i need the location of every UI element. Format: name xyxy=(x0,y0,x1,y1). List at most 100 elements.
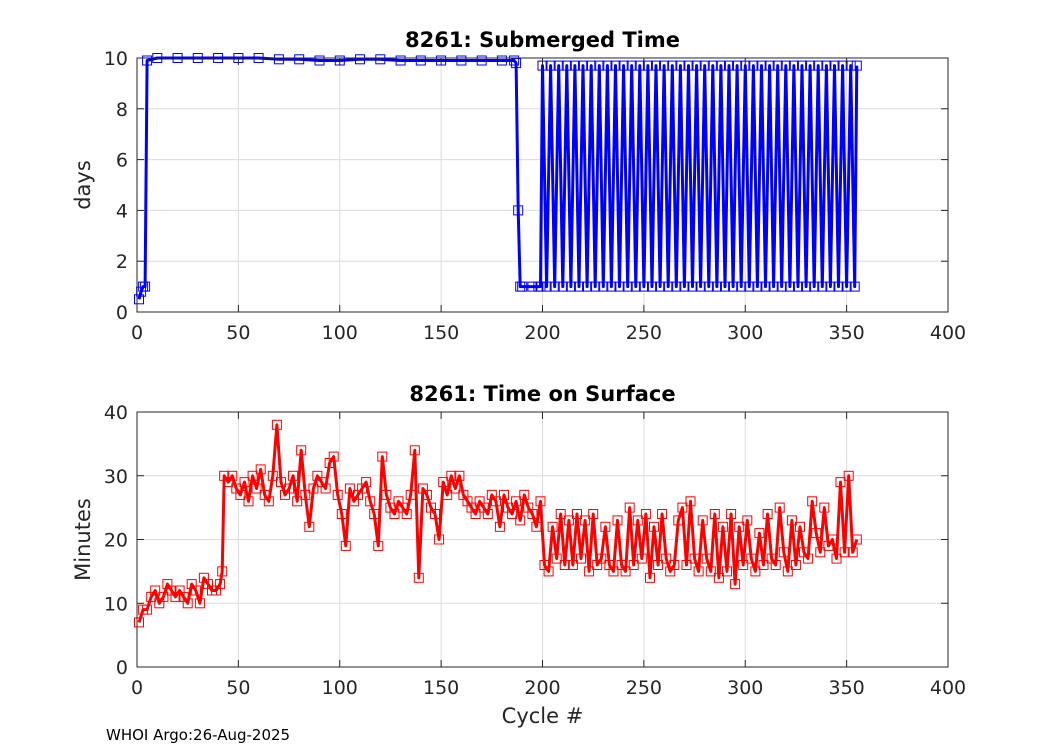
data-point xyxy=(273,54,284,65)
chart-title: 8261: Time on Surface xyxy=(409,382,675,406)
y-tick-label: 0 xyxy=(116,657,128,679)
x-tick-label: 250 xyxy=(626,677,662,699)
data-point xyxy=(756,60,767,71)
data-point xyxy=(336,509,347,519)
data-point xyxy=(267,470,278,481)
data-point xyxy=(851,60,862,71)
data-point xyxy=(722,566,732,577)
data-point xyxy=(507,509,518,519)
data-point xyxy=(642,60,653,71)
data-point xyxy=(596,553,607,564)
x-tick-label: 0 xyxy=(131,677,143,699)
data-point xyxy=(377,451,388,462)
data-point xyxy=(395,55,406,66)
data-point xyxy=(499,489,509,500)
x-tick-label: 400 xyxy=(930,322,966,344)
data-point xyxy=(805,60,816,71)
data-point xyxy=(697,515,708,526)
data-point xyxy=(647,281,657,292)
data-point xyxy=(630,281,641,292)
data-point xyxy=(600,521,611,532)
data-point xyxy=(545,60,556,71)
y-tick-label: 40 xyxy=(104,402,128,424)
data-point xyxy=(509,55,520,66)
x-tick-label: 200 xyxy=(524,322,560,344)
data-point xyxy=(610,60,621,71)
data-point xyxy=(434,534,445,545)
data-point xyxy=(584,566,595,577)
data-point xyxy=(389,509,400,519)
data-point xyxy=(709,509,720,519)
data-point xyxy=(807,496,818,507)
x-tick-label: 300 xyxy=(727,677,763,699)
footer-credit: WHOI Argo:26-Aug-2025 xyxy=(106,726,291,744)
data-point xyxy=(551,553,562,564)
data-point xyxy=(217,566,228,577)
data-point xyxy=(734,521,745,532)
data-point xyxy=(450,483,461,494)
data-point xyxy=(373,540,384,551)
data-point xyxy=(182,598,193,609)
data-point xyxy=(675,60,686,71)
x-tick-label: 400 xyxy=(930,677,966,699)
data-point xyxy=(778,547,789,558)
data-point xyxy=(681,560,692,570)
data-point xyxy=(703,281,714,292)
data-point xyxy=(774,502,785,513)
data-point xyxy=(663,281,674,292)
data-point xyxy=(772,60,783,71)
data-point xyxy=(328,451,339,462)
data-point xyxy=(547,521,558,532)
data-point xyxy=(375,54,386,65)
data-point xyxy=(555,509,566,519)
data-point xyxy=(446,470,457,481)
data-point xyxy=(673,515,684,526)
data-point xyxy=(438,477,449,488)
data-point xyxy=(649,521,659,532)
data-point xyxy=(726,509,737,519)
data-point xyxy=(263,496,274,507)
data-point xyxy=(251,483,262,494)
data-point xyxy=(569,60,580,71)
data-point xyxy=(606,281,617,292)
data-point xyxy=(790,560,801,570)
data-point xyxy=(413,572,424,583)
data-point xyxy=(851,534,862,545)
data-point xyxy=(276,477,286,488)
data-point xyxy=(752,281,763,292)
data-point xyxy=(567,560,578,570)
data-point xyxy=(235,489,246,500)
data-point xyxy=(454,470,465,481)
y-tick-label: 30 xyxy=(104,466,128,488)
data-point xyxy=(695,281,706,292)
x-tick-label: 150 xyxy=(423,677,459,699)
data-point xyxy=(764,60,775,71)
data-point xyxy=(150,585,161,596)
y-axis-label: Minutes xyxy=(71,498,95,581)
data-point xyxy=(574,281,584,292)
data-point xyxy=(227,470,238,481)
data-point xyxy=(531,521,542,532)
data-point xyxy=(519,489,530,500)
data-point xyxy=(760,281,771,292)
data-point xyxy=(308,483,319,494)
data-point xyxy=(671,281,682,292)
data-point xyxy=(332,489,343,500)
data-point xyxy=(557,281,568,292)
y-tick-label: 6 xyxy=(116,150,128,172)
data-point xyxy=(815,547,826,558)
data-point xyxy=(689,553,700,564)
data-point xyxy=(717,521,728,532)
data-point xyxy=(742,515,753,526)
y-tick-label: 2 xyxy=(116,251,128,273)
data-point xyxy=(811,528,822,539)
data-point xyxy=(793,281,803,292)
x-tick-label: 350 xyxy=(828,322,864,344)
data-point xyxy=(825,281,836,292)
data-point xyxy=(758,560,769,570)
data-point xyxy=(746,553,757,564)
data-point xyxy=(535,496,546,507)
data-point xyxy=(645,572,655,583)
data-point xyxy=(553,60,564,71)
